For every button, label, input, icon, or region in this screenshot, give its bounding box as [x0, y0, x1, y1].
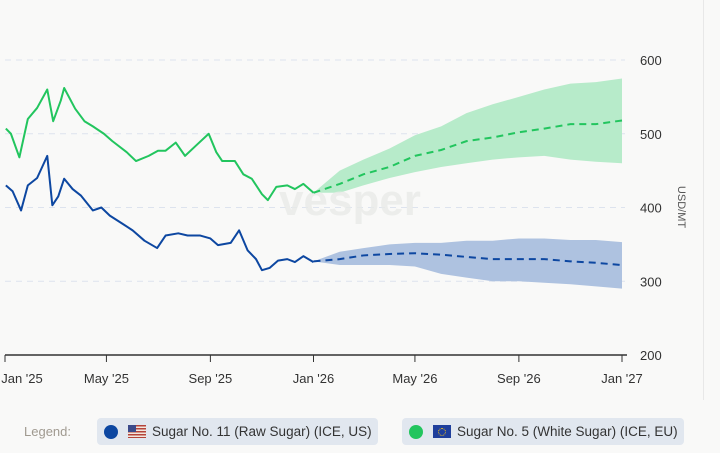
- historical-line: [5, 154, 315, 272]
- x-tick-label: Sep '25: [189, 371, 233, 386]
- y-tick-label: 200: [640, 348, 662, 363]
- x-tick-label: Jan '25: [1, 371, 43, 386]
- x-tick-label: May '26: [392, 371, 437, 386]
- price-chart: vesper 200 300 400 500 600 Jan '25 May '25 Sep …: [1, 53, 687, 386]
- y-tick-label: 400: [640, 201, 662, 216]
- legend-item-white-sugar[interactable]: Sugar No. 5 (White Sugar) (ICE, EU): [402, 418, 684, 445]
- series-dot-icon: [104, 424, 118, 439]
- us-flag-icon: [128, 425, 146, 438]
- forecast-line: [313, 252, 623, 267]
- y-axis-label: USD/MT: [675, 186, 687, 228]
- vesper-watermark: vesper: [279, 176, 421, 225]
- legend-item-raw-sugar[interactable]: Sugar No. 11 (Raw Sugar) (ICE, US): [97, 418, 378, 445]
- legend-item-label: Sugar No. 5 (White Sugar) (ICE, EU): [457, 424, 678, 439]
- series-dot-icon: [409, 424, 423, 439]
- legend-label: Legend:: [24, 424, 71, 439]
- forecast-band: [313, 238, 622, 289]
- legend: Legend: Sugar No. 11 (Raw Sugar) (ICE, U…: [0, 418, 720, 446]
- y-tick-label: 500: [640, 127, 662, 142]
- y-tick-label: 600: [640, 53, 662, 68]
- y-tick-label: 300: [640, 274, 662, 289]
- forecast-line: [313, 119, 623, 194]
- x-tick-label: May '25: [84, 371, 129, 386]
- eu-flag-icon: [433, 425, 451, 438]
- historical-line: [5, 87, 315, 202]
- panel-divider: [703, 0, 704, 400]
- legend-item-label: Sugar No. 11 (Raw Sugar) (ICE, US): [152, 424, 372, 439]
- x-tick-label: Jan '26: [293, 371, 335, 386]
- x-tick-label: Jan '27: [601, 371, 643, 386]
- forecast-band: [313, 78, 622, 193]
- x-tick-label: Sep '26: [497, 371, 541, 386]
